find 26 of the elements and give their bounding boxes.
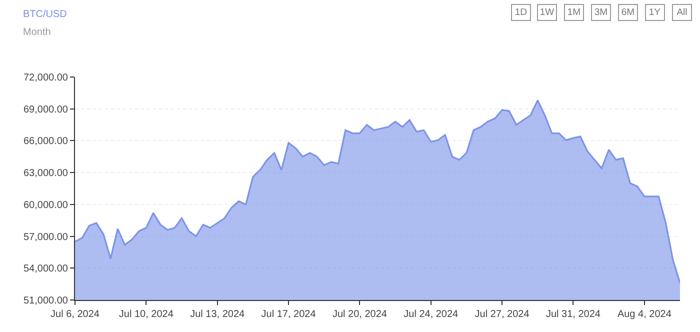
x-tick-label: Jul 13, 2024 — [190, 309, 246, 320]
text: All — [676, 7, 688, 18]
text: 1D — [514, 7, 528, 18]
text: 1Y — [648, 7, 662, 18]
x-tick-label: Jul 24, 2024 — [404, 309, 459, 320]
text: 3M — [594, 7, 608, 18]
text: 1W — [540, 7, 554, 18]
y-tick-label: 66,000.00 — [24, 136, 68, 148]
text: 1M — [567, 7, 581, 18]
x-tick-label: Jul 20, 2024 — [332, 309, 388, 320]
y-tick-label: 51,000.00 — [24, 296, 68, 306]
x-tick-label: Jul 31, 2024 — [546, 309, 601, 320]
y-tick-label: 69,000.00 — [24, 104, 68, 116]
y-tick-label: 57,000.00 — [24, 232, 68, 243]
y-tick-label: 63,000.00 — [24, 168, 68, 180]
chart-title: BTC/USD — [23, 9, 67, 20]
y-tick-label: 54,000.00 — [24, 264, 68, 275]
x-tick-label: Jul 17, 2024 — [261, 309, 316, 320]
y-tick-label: 72,000.00 — [24, 72, 68, 84]
x-tick-label: Aug 4, 2024 — [617, 309, 672, 320]
y-tick-label: 60,000.00 — [24, 200, 68, 211]
chart-subtitle: Month — [23, 27, 51, 38]
x-tick-label: Jul 27, 2024 — [474, 309, 530, 320]
text: 6M — [621, 7, 635, 18]
x-tick-label: Jul 10, 2024 — [118, 309, 174, 320]
x-tick-label: Jul 6, 2024 — [50, 309, 100, 320]
